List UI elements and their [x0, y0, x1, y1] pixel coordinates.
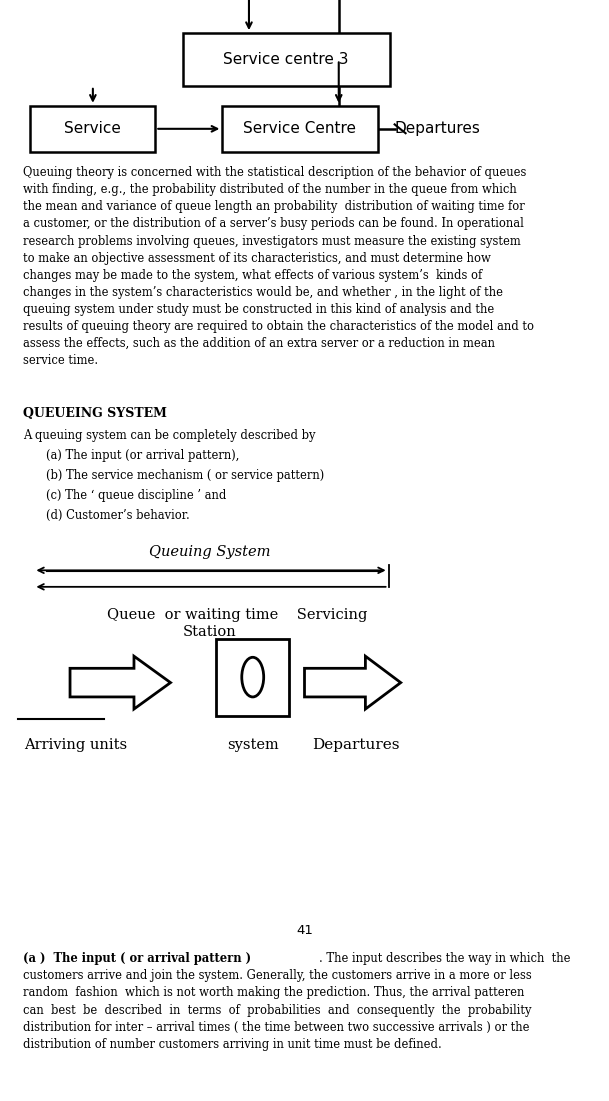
Text: customers arrive and join the system. Generally, the customers arrive in a more : customers arrive and join the system. Ge…	[23, 970, 532, 982]
Text: changes may be made to the system, what effects of various system’s  kinds of: changes may be made to the system, what …	[23, 269, 482, 282]
FancyBboxPatch shape	[30, 106, 155, 152]
Text: changes in the system’s characteristics would be, and whether , in the light of : changes in the system’s characteristics …	[23, 285, 503, 298]
FancyBboxPatch shape	[222, 106, 378, 152]
Text: with finding, e.g., the probability distributed of the number in the queue from : with finding, e.g., the probability dist…	[23, 184, 517, 196]
Text: to make an objective assessment of its characteristics, and must determine how: to make an objective assessment of its c…	[23, 251, 491, 264]
Text: QUEUEING SYSTEM: QUEUEING SYSTEM	[23, 407, 167, 421]
Text: A queuing system can be completely described by: A queuing system can be completely descr…	[23, 429, 315, 443]
Polygon shape	[134, 656, 171, 709]
Text: 41: 41	[296, 924, 313, 937]
Text: distribution for inter – arrival times ( the time between two successive arrival: distribution for inter – arrival times (…	[23, 1021, 530, 1034]
Text: queuing system under study must be constructed in this kind of analysis and the: queuing system under study must be const…	[23, 303, 495, 316]
Text: . The input describes the way in which  the: . The input describes the way in which t…	[319, 952, 570, 966]
Text: the mean and variance of queue length an probability  distribution of waiting ti: the mean and variance of queue length an…	[23, 200, 525, 214]
Text: Service Centre: Service Centre	[244, 121, 356, 137]
Polygon shape	[70, 668, 134, 697]
Text: Arriving units: Arriving units	[24, 738, 127, 752]
Text: results of queuing theory are required to obtain the characteristics of the mode: results of queuing theory are required t…	[23, 319, 534, 333]
Text: service time.: service time.	[23, 353, 98, 367]
Text: Service centre 3: Service centre 3	[224, 52, 349, 67]
Text: assess the effects, such as the addition of an extra server or a reduction in me: assess the effects, such as the addition…	[23, 337, 495, 350]
Text: Departures: Departures	[395, 121, 481, 137]
Text: Service: Service	[65, 121, 121, 137]
Text: Queuing System: Queuing System	[149, 545, 271, 559]
Text: (a )  The input ( or arrival pattern ): (a ) The input ( or arrival pattern )	[23, 952, 252, 966]
Text: (a) The input (or arrival pattern),: (a) The input (or arrival pattern),	[46, 449, 239, 462]
Polygon shape	[304, 668, 365, 697]
FancyBboxPatch shape	[216, 639, 289, 716]
FancyBboxPatch shape	[183, 33, 390, 86]
Text: random  fashion  which is not worth making the prediction. Thus, the arrival pat: random fashion which is not worth making…	[23, 986, 524, 1000]
Text: can  best  be  described  in  terms  of  probabilities  and  consequently  the  : can best be described in terms of probab…	[23, 1004, 532, 1016]
Text: (d) Customer’s behavior.: (d) Customer’s behavior.	[46, 509, 189, 522]
Text: Departures: Departures	[312, 738, 400, 752]
Text: Station: Station	[183, 625, 237, 640]
Text: system: system	[227, 738, 278, 752]
Polygon shape	[365, 656, 401, 709]
Text: research problems involving queues, investigators must measure the existing syst: research problems involving queues, inve…	[23, 235, 521, 248]
Text: (b) The service mechanism ( or service pattern): (b) The service mechanism ( or service p…	[46, 469, 324, 482]
Text: (c) The ‘ queue discipline ’ and: (c) The ‘ queue discipline ’ and	[46, 489, 226, 502]
Text: Queuing theory is concerned with the statistical description of the behavior of : Queuing theory is concerned with the sta…	[23, 166, 527, 179]
Text: distribution of number customers arriving in unit time must be defined.: distribution of number customers arrivin…	[23, 1037, 442, 1050]
Text: Queue  or waiting time    Servicing: Queue or waiting time Servicing	[107, 608, 367, 622]
Text: a customer, or the distribution of a server’s busy periods can be found. In oper: a customer, or the distribution of a ser…	[23, 217, 524, 230]
